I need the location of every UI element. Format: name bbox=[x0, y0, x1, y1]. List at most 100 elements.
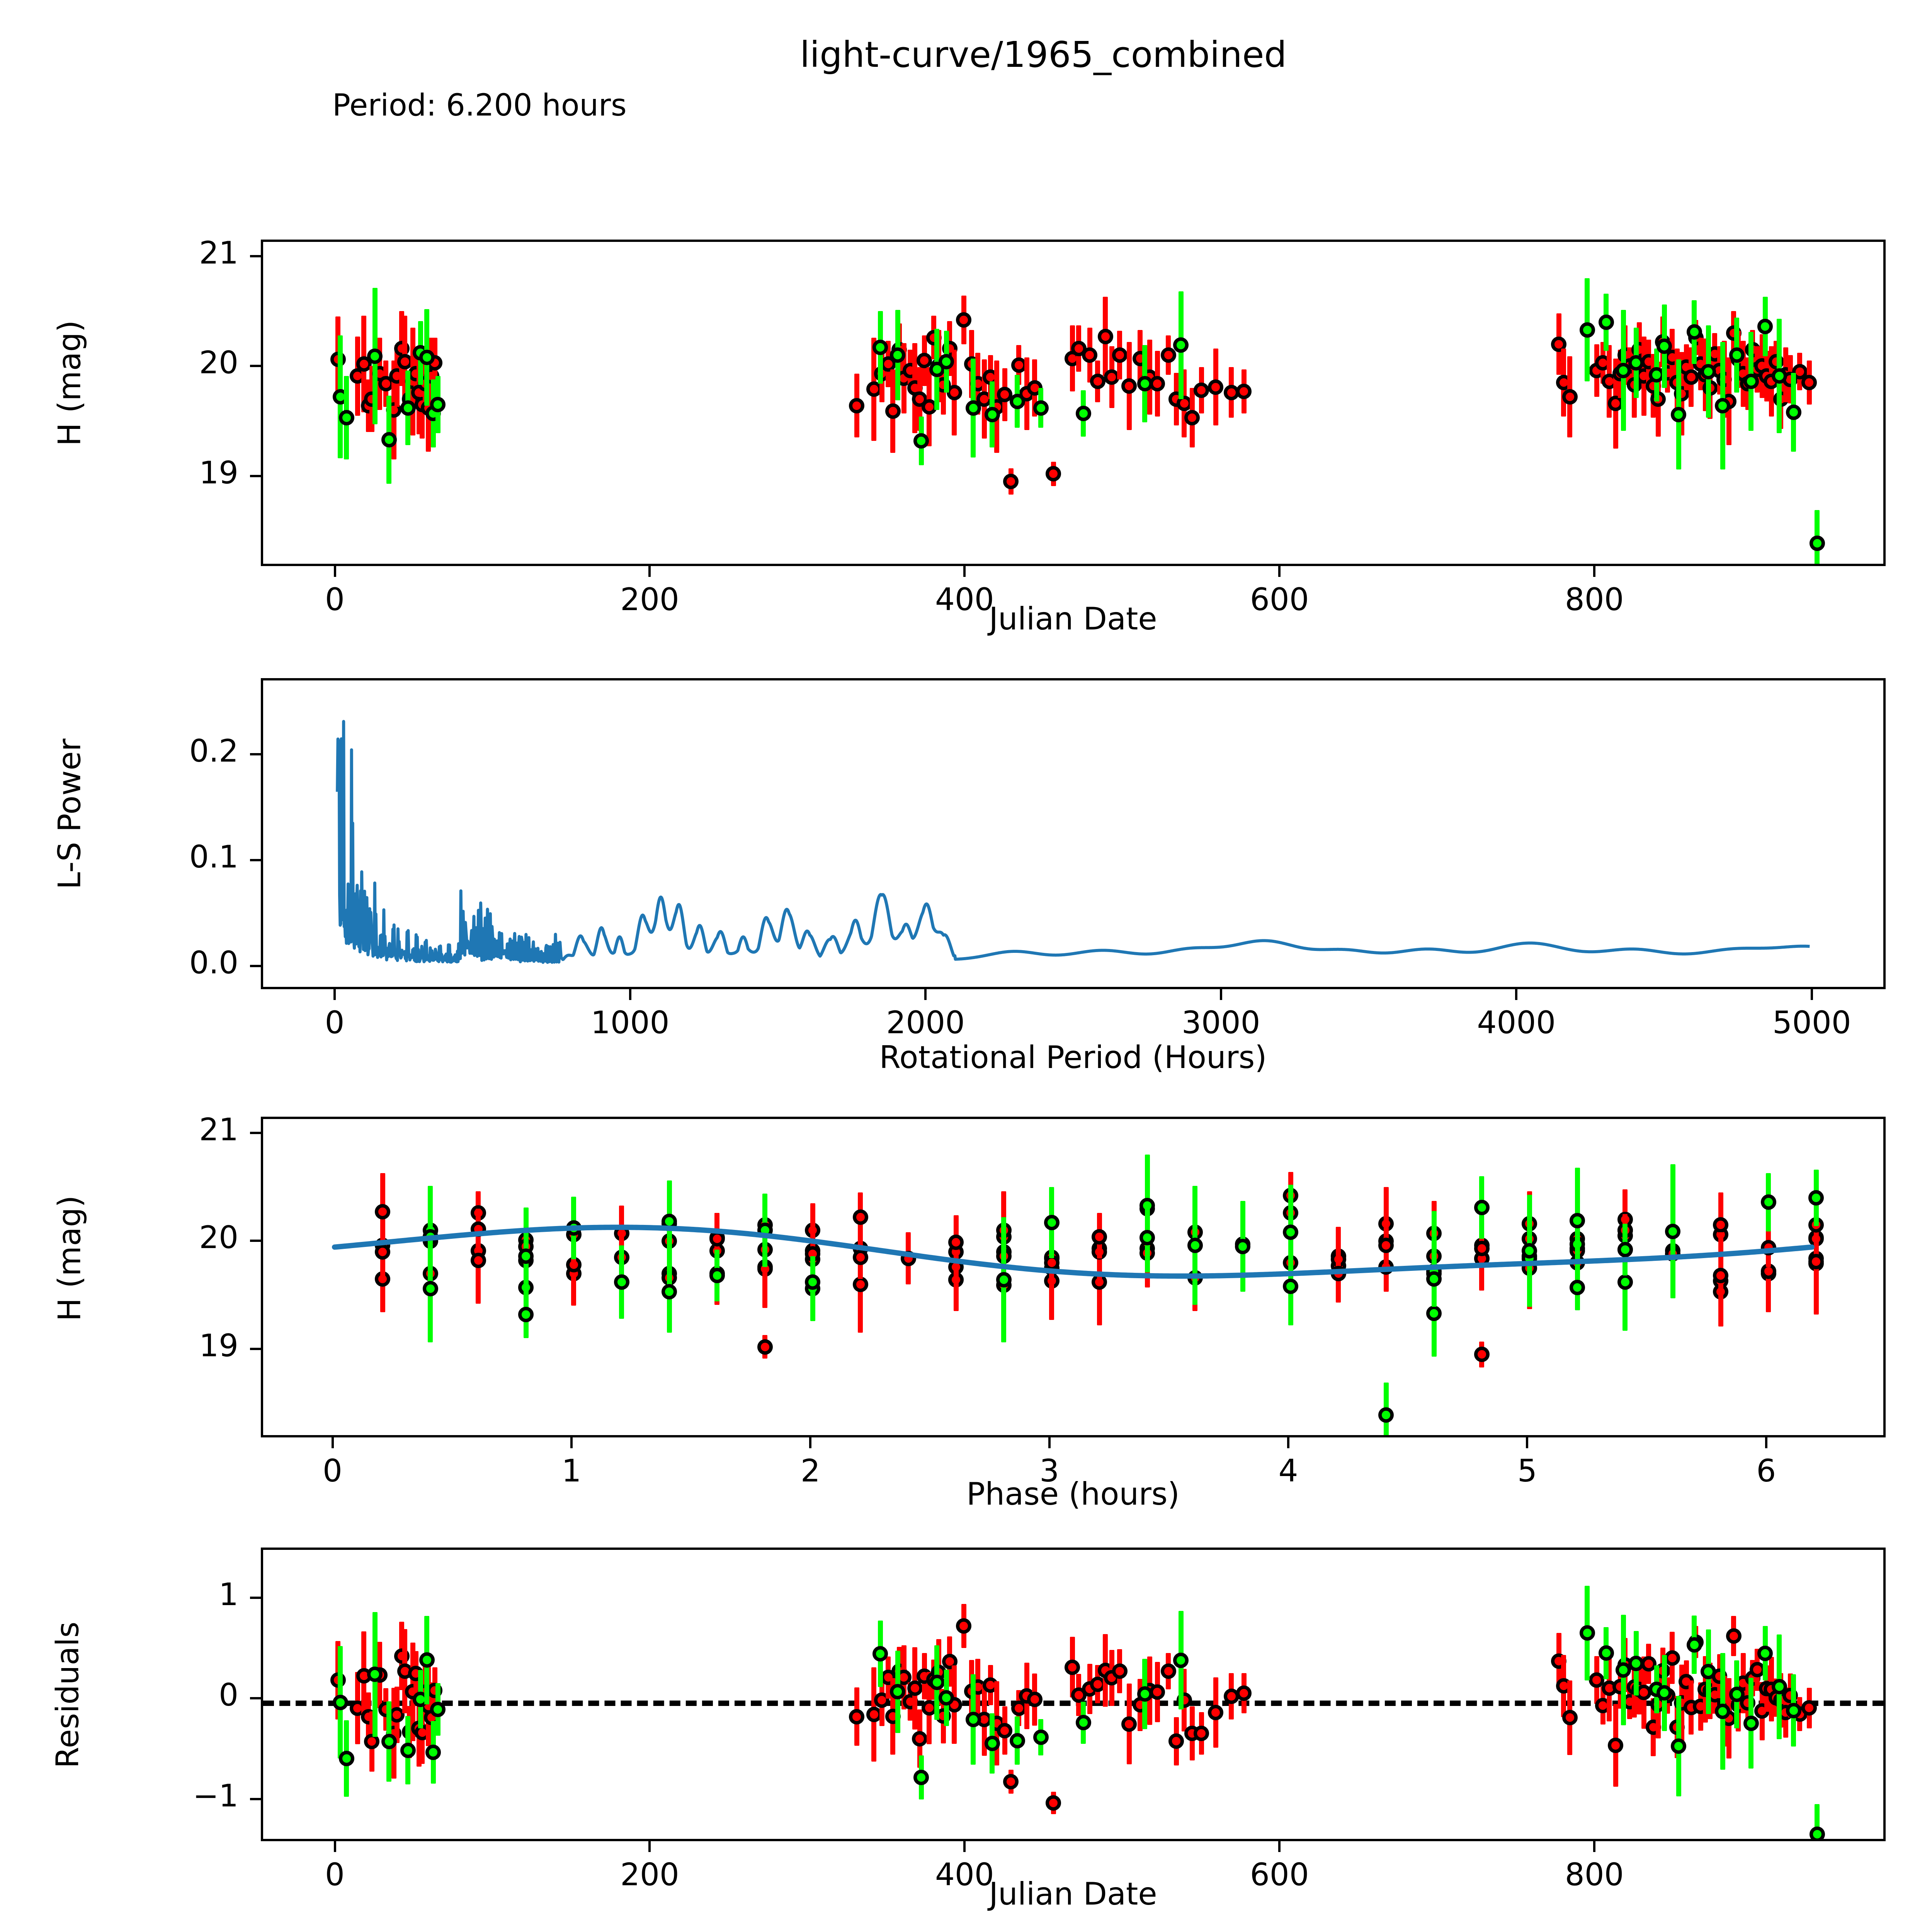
residuals-red-marker bbox=[849, 1709, 865, 1725]
residuals-xtick-mark bbox=[963, 1841, 966, 1852]
phase-folded-xtick-label: 1 bbox=[561, 1453, 582, 1489]
residuals-xtick-label: 0 bbox=[325, 1857, 345, 1893]
phase-folded-xtick-mark bbox=[570, 1437, 573, 1448]
phase-folded-ytick-mark bbox=[250, 1347, 261, 1350]
phase-folded-plot-area bbox=[263, 1119, 1883, 1435]
residuals-green-marker bbox=[1009, 1733, 1025, 1748]
periodogram-xtick-label: 1000 bbox=[590, 1005, 670, 1041]
phase-folded-xtick-label: 3 bbox=[1039, 1453, 1060, 1489]
residuals-red-marker bbox=[1065, 1659, 1080, 1675]
residuals-xtick-mark bbox=[1593, 1841, 1596, 1852]
light-curve-ytick-mark bbox=[250, 474, 261, 477]
light-curve-green-marker bbox=[1686, 324, 1702, 340]
light-curve-red-marker bbox=[1046, 466, 1061, 482]
residuals-green-marker bbox=[1628, 1655, 1644, 1671]
residuals-xtick-label: 400 bbox=[935, 1857, 994, 1893]
light-curve-red-marker bbox=[912, 391, 928, 407]
residuals-green-marker bbox=[1075, 1715, 1091, 1731]
light-curve-green-marker bbox=[1628, 355, 1644, 371]
residuals-green-marker bbox=[1715, 1703, 1731, 1719]
residuals-green-marker bbox=[1743, 1715, 1759, 1731]
residuals-green-marker bbox=[913, 1770, 929, 1786]
phase-folded-marker bbox=[900, 1250, 916, 1266]
light-curve-green-marker bbox=[1743, 374, 1759, 389]
residuals-green-marker bbox=[939, 1690, 954, 1706]
phase-folded-marker bbox=[1474, 1347, 1490, 1362]
residuals-green-marker bbox=[1579, 1625, 1595, 1641]
light-curve-red-marker bbox=[1208, 379, 1224, 395]
phase-folded-xtick-label: 2 bbox=[800, 1453, 820, 1489]
periodogram-xtick-mark bbox=[1810, 989, 1813, 1000]
residuals-green-marker bbox=[872, 1646, 888, 1662]
light-curve-red-marker bbox=[356, 356, 372, 372]
residuals-red-marker bbox=[1801, 1700, 1817, 1716]
phase-folded-marker bbox=[1426, 1306, 1442, 1321]
residuals-zero-line bbox=[263, 1701, 1883, 1706]
residuals-green-marker bbox=[1771, 1679, 1787, 1695]
light-curve-red-marker bbox=[1003, 474, 1019, 490]
light-curve-green-marker bbox=[1729, 347, 1745, 363]
phase-folded-marker bbox=[1570, 1279, 1585, 1295]
residuals-red-marker bbox=[912, 1731, 928, 1747]
residuals-red-marker bbox=[997, 1723, 1013, 1738]
periodogram-xtick-mark bbox=[1219, 989, 1222, 1000]
light-curve-green-marker bbox=[400, 400, 416, 416]
periodogram-xtick-label: 5000 bbox=[1772, 1005, 1851, 1041]
phase-folded-marker bbox=[1713, 1268, 1729, 1284]
phase-folded-marker bbox=[1092, 1229, 1107, 1245]
phase-folded-ytick-mark bbox=[250, 1240, 261, 1242]
phase-folded-xtick-label: 5 bbox=[1517, 1453, 1537, 1489]
phase-folded-marker bbox=[852, 1249, 868, 1265]
residuals-red-marker bbox=[1194, 1726, 1209, 1742]
light-curve-green-marker bbox=[1715, 398, 1731, 413]
phase-folded-marker bbox=[375, 1204, 391, 1220]
residuals-red-marker bbox=[1160, 1663, 1176, 1679]
light-curve-red-marker bbox=[849, 398, 865, 413]
periodogram-plot-area bbox=[263, 680, 1883, 987]
residuals-green-marker bbox=[332, 1694, 348, 1710]
light-curve-red-marker bbox=[1112, 347, 1128, 363]
residuals-ytick-mark bbox=[250, 1798, 261, 1800]
residuals-green-marker bbox=[890, 1684, 906, 1700]
periodogram-xtick-mark bbox=[1515, 989, 1518, 1000]
residuals-green-marker bbox=[1173, 1652, 1189, 1668]
residuals-xlabel: Julian Date bbox=[989, 1876, 1157, 1912]
residuals-red-marker bbox=[1608, 1737, 1624, 1753]
light-curve-xtick-label: 800 bbox=[1565, 582, 1624, 617]
residuals-red-marker bbox=[907, 1680, 923, 1696]
phase-folded-marker bbox=[662, 1284, 677, 1300]
light-curve-red-marker bbox=[1090, 374, 1105, 389]
light-curve-green-marker bbox=[872, 340, 888, 355]
residuals-plot-area bbox=[263, 1550, 1883, 1839]
residuals-red-marker bbox=[1003, 1774, 1019, 1789]
phase-folded-marker bbox=[852, 1209, 868, 1225]
phase-folded-xtick-mark bbox=[1287, 1437, 1290, 1448]
phase-folded-marker bbox=[1808, 1253, 1824, 1269]
light-curve-green-marker bbox=[939, 354, 954, 370]
phase-folded-marker bbox=[1474, 1241, 1490, 1257]
phase-folded-ytick-label: 19 bbox=[199, 1327, 238, 1364]
phase-folded-marker bbox=[1235, 1238, 1251, 1254]
residuals-green-marker bbox=[1809, 1826, 1825, 1839]
light-curve-green-marker bbox=[367, 348, 383, 364]
residuals-green-marker bbox=[1686, 1637, 1702, 1653]
phase-folded-marker bbox=[948, 1234, 964, 1250]
periodogram-ytick-label: 0.0 bbox=[189, 944, 238, 981]
phase-folded-xtick-label: 4 bbox=[1278, 1453, 1298, 1489]
phase-folded-marker bbox=[1283, 1225, 1299, 1240]
light-curve-green-marker bbox=[1173, 337, 1189, 353]
residuals-green-marker bbox=[400, 1742, 416, 1758]
periodogram-ytick-mark bbox=[250, 753, 261, 756]
residuals-red-marker bbox=[1726, 1628, 1742, 1644]
periodogram-ytick-label: 0.1 bbox=[189, 838, 238, 875]
residuals-xtick-label: 800 bbox=[1565, 1857, 1624, 1893]
light-curve-xtick-label: 0 bbox=[325, 582, 345, 617]
light-curve-xtick-mark bbox=[333, 566, 336, 577]
light-curve-green-marker bbox=[1701, 364, 1716, 379]
periodogram-xtick-mark bbox=[333, 989, 336, 1000]
figure-title: light-curve/1965_combined bbox=[800, 34, 1287, 75]
residuals-green-marker bbox=[1729, 1687, 1745, 1702]
light-curve-green-marker bbox=[984, 406, 1000, 422]
residuals-ytick-mark bbox=[250, 1697, 261, 1700]
periodogram-xtick-mark bbox=[924, 989, 927, 1000]
